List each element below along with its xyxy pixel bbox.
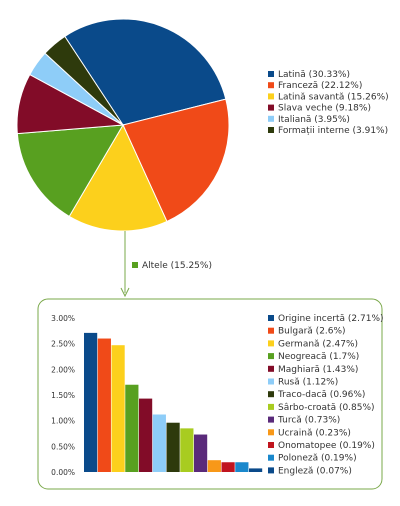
- pie-chart: [16, 18, 230, 232]
- bar-traco-daca: [166, 422, 180, 472]
- pie-legend-swatch: [268, 71, 274, 77]
- pie-legend-swatch: [268, 127, 274, 133]
- bar-sarbo-croata: [180, 428, 194, 472]
- bar-legend-label: Rusă (1.12%): [278, 378, 338, 388]
- pie-legend-label: Latină (30.33%): [278, 70, 350, 80]
- pie-slice-latina-savanta-15-26: [68, 123, 168, 232]
- bar-legend-label: Poloneză (0.19%): [278, 454, 357, 464]
- bar-legend-swatch: [268, 315, 274, 321]
- bar-legend-label: Onomatopee (0.19%): [278, 441, 375, 451]
- bar-legend-swatch: [268, 365, 274, 372]
- callout-label: Altele (15.25%): [142, 261, 212, 271]
- bar-legend-label: Traco-dacă (0.96%): [277, 390, 365, 400]
- y-tick-label: 1.50%: [51, 391, 75, 400]
- bar-legend-swatch: [268, 416, 274, 423]
- y-tick-label: 0.50%: [51, 442, 75, 451]
- bar-bulgara: [97, 338, 111, 472]
- bar-legend-swatch: [268, 442, 274, 448]
- y-tick-label: 2.00%: [51, 365, 75, 374]
- bar-legend-label: Maghiară (1.43%): [278, 365, 358, 375]
- bar-rusa: [152, 414, 166, 472]
- bar-ucraina: [207, 460, 221, 472]
- bar-poloneza: [235, 462, 249, 472]
- callout-connector: [120, 231, 130, 298]
- bar-legend-label: Bulgară (2.6%): [278, 327, 346, 337]
- bar-legend-swatch: [268, 454, 274, 461]
- pie-slice-altele-15-25: [16, 124, 124, 218]
- y-tick-label: 2.50%: [51, 340, 75, 349]
- callout-swatch: [132, 262, 138, 268]
- bar-legend-label: Neogreacă (1.7%): [278, 352, 359, 362]
- bar-legend-label: Germană (2.47%): [278, 339, 358, 349]
- bar-legend-label: Engleză (0.07%): [278, 466, 352, 476]
- bar-legend-label: Origine incertă (2.71%): [278, 314, 384, 324]
- pie-legend-label: Slava veche (9.18%): [278, 104, 371, 114]
- bar-onomatopee: [221, 462, 235, 472]
- bar-neogreaca: [125, 384, 139, 472]
- bar-legend-label: Ucraină (0.23%): [278, 428, 351, 438]
- pie-legend-label: Formații interne (3.91%): [278, 126, 388, 136]
- bar-origine-incerta: [84, 332, 98, 472]
- pie-legend-swatch: [268, 93, 274, 100]
- bar-legend-swatch: [268, 340, 274, 347]
- y-tick-label: 0.00%: [51, 468, 75, 477]
- bar-legend-swatch: [268, 391, 274, 398]
- y-tick-label: 1.00%: [51, 417, 75, 426]
- bar-y-axis: 0.00% 0.50% 1.00% 1.50% 2.00% 2.50% 3.00%: [51, 314, 75, 477]
- bar-legend-label: Sârbo-croată (0.85%): [278, 403, 375, 413]
- bar-legend-swatch: [268, 467, 274, 474]
- pie-slice-formatii-interne-3-91: [44, 35, 124, 126]
- pie-legend-label: Franceză (22.12%): [278, 81, 362, 91]
- pie-legend: Latină (30.33%)Franceză (22.12%)Latină s…: [268, 70, 389, 136]
- bar-legend-swatch: [268, 429, 274, 436]
- pie-slice-franceza-22-12: [122, 98, 230, 223]
- connector-arrow-icon: [120, 287, 130, 298]
- bar-legend-swatch: [268, 378, 274, 385]
- pie-legend-swatch: [268, 82, 274, 89]
- bar-engleza: [249, 468, 263, 472]
- pie-legend-swatch: [268, 115, 274, 122]
- bar-legend-swatch: [268, 353, 274, 360]
- pie-legend-swatch: [268, 104, 274, 111]
- callout-legend: Altele (15.25%): [132, 261, 212, 271]
- bar-legend-swatch: [268, 327, 274, 334]
- bar-legend-label: Turcă (0.73%): [277, 416, 340, 426]
- bar-turca: [194, 434, 208, 472]
- bar-chart: [84, 332, 263, 472]
- y-tick-label: 3.00%: [51, 314, 75, 323]
- bar-legend-swatch: [268, 403, 274, 410]
- pie-legend-label: Latină savantă (15.26%): [278, 92, 389, 102]
- pie-legend-label: Italiană (3.95%): [278, 115, 350, 125]
- pie-slice-latina-30-33: [64, 18, 227, 126]
- bar-maghiara: [139, 398, 153, 472]
- bar-legend: Origine incertă (2.71%) Bulgară (2.6%) Ger…: [268, 314, 384, 476]
- bar-germana: [111, 345, 125, 472]
